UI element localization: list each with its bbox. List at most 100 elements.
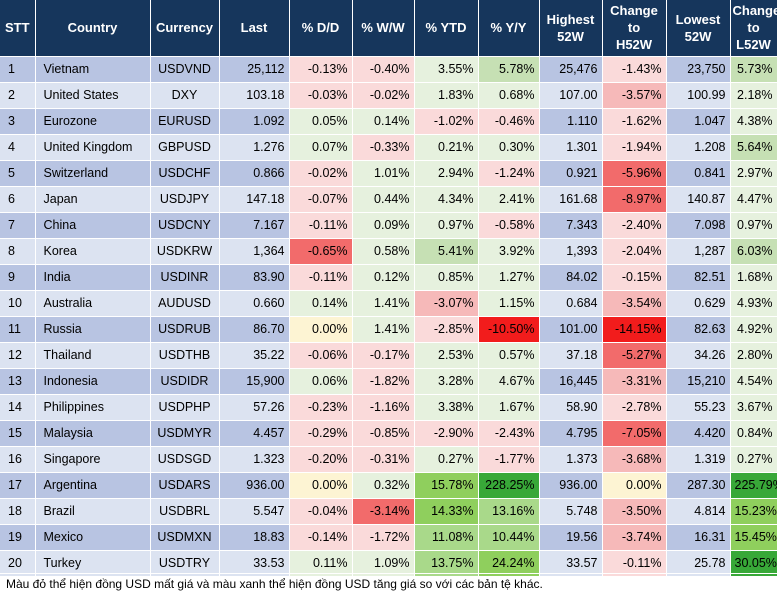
pct-yy-cell: 4.67% <box>478 368 540 395</box>
pct-yy-cell: -0.58% <box>478 212 540 239</box>
pct-ytd-cell: -3.07% <box>414 290 479 317</box>
pct-dd-cell: 0.07% <box>289 134 353 161</box>
table-body: 1 Vietnam USDVND 25,112 -0.13% -0.40% 3.55% 5.7… <box>0 56 777 577</box>
stt-cell: 20 <box>0 550 36 577</box>
header-stt: STT <box>0 0 36 57</box>
country-cell: Korea <box>35 238 151 265</box>
currency-cell: USDTRY <box>150 550 220 577</box>
pct-dd-cell: -0.65% <box>289 238 353 265</box>
stt-cell: 11 <box>0 316 36 343</box>
pct-ytd-cell: 13.75% <box>414 550 479 577</box>
stt-cell: 12 <box>0 342 36 369</box>
pct-dd-cell: 0.00% <box>289 472 353 499</box>
change-l52w-cell: 4.92% <box>730 316 777 343</box>
change-l52w-cell: 2.80% <box>730 342 777 369</box>
lowest-52w-cell: 55.23 <box>666 394 731 421</box>
change-h52w-cell: -3.74% <box>602 524 667 551</box>
header-ww: % W/W <box>352 0 415 57</box>
lowest-52w-cell: 82.51 <box>666 264 731 291</box>
pct-ww-cell: 1.09% <box>352 550 415 577</box>
last-cell: 18.83 <box>219 524 290 551</box>
pct-yy-cell: 0.57% <box>478 342 540 369</box>
change-h52w-cell: -14.15% <box>602 316 667 343</box>
table-row: 7 China USDCNY 7.167 -0.11% 0.09% 0.97% -0.58% 7… <box>0 212 777 239</box>
last-cell: 103.18 <box>219 82 290 109</box>
country-cell: Mexico <box>35 524 151 551</box>
change-l52w-cell: 15.23% <box>730 498 777 525</box>
currency-cell: USDMYR <box>150 420 220 447</box>
stt-cell: 3 <box>0 108 36 135</box>
table-row: 13 Indonesia USDIDR 15,900 0.06% -1.82% 3.28% 4… <box>0 368 777 395</box>
pct-yy-cell: 1.15% <box>478 290 540 317</box>
pct-dd-cell: -0.20% <box>289 446 353 473</box>
last-cell: 57.26 <box>219 394 290 421</box>
change-l52w-cell: 2.97% <box>730 160 777 187</box>
lowest-52w-cell: 140.87 <box>666 186 731 213</box>
country-cell: Argentina <box>35 472 151 499</box>
highest-52w-cell: 58.90 <box>539 394 603 421</box>
pct-dd-cell: -0.11% <box>289 264 353 291</box>
pct-ytd-cell: 2.53% <box>414 342 479 369</box>
pct-dd-cell: -0.11% <box>289 212 353 239</box>
currency-cell: GBPUSD <box>150 134 220 161</box>
highest-52w-cell: 101.00 <box>539 316 603 343</box>
pct-yy-cell: 0.68% <box>478 82 540 109</box>
currency-cell: USDCNY <box>150 212 220 239</box>
lowest-52w-cell: 1.208 <box>666 134 731 161</box>
header-highest-52w: Highest 52W <box>539 0 603 57</box>
header-country: Country <box>35 0 151 57</box>
pct-ww-cell: -1.82% <box>352 368 415 395</box>
header-lowest-52w: Lowest 52W <box>666 0 731 57</box>
pct-dd-cell: 0.05% <box>289 108 353 135</box>
pct-ww-cell: 0.12% <box>352 264 415 291</box>
change-l52w-cell: 4.93% <box>730 290 777 317</box>
pct-dd-cell: 0.11% <box>289 550 353 577</box>
country-cell: India <box>35 264 151 291</box>
footnote: Màu đỏ thể hiện đồng USD mất giá và màu … <box>6 577 543 591</box>
table-row: 10 Australia AUDUSD 0.660 0.14% 1.41% -3.07% 1.… <box>0 290 777 317</box>
pct-yy-cell: -10.50% <box>478 316 540 343</box>
table-row: 19 Mexico USDMXN 18.83 -0.14% -1.72% 11.08% 10.… <box>0 524 777 551</box>
header-ytd: % YTD <box>414 0 479 57</box>
currency-cell: USDPHP <box>150 394 220 421</box>
change-l52w-cell: 5.73% <box>730 56 777 83</box>
last-cell: 936.00 <box>219 472 290 499</box>
currency-cell: USDJPY <box>150 186 220 213</box>
change-l52w-cell: 6.03% <box>730 238 777 265</box>
pct-ytd-cell: -2.90% <box>414 420 479 447</box>
last-cell: 147.18 <box>219 186 290 213</box>
pct-dd-cell: -0.03% <box>289 82 353 109</box>
pct-ww-cell: -0.17% <box>352 342 415 369</box>
country-cell: Eurozone <box>35 108 151 135</box>
last-cell: 1.276 <box>219 134 290 161</box>
change-h52w-cell: -5.27% <box>602 342 667 369</box>
last-cell: 1,364 <box>219 238 290 265</box>
lowest-52w-cell: 82.63 <box>666 316 731 343</box>
country-cell: Russia <box>35 316 151 343</box>
pct-dd-cell: 0.14% <box>289 290 353 317</box>
pct-yy-cell: 10.44% <box>478 524 540 551</box>
table-row: 1 Vietnam USDVND 25,112 -0.13% -0.40% 3.55% 5.7… <box>0 56 777 83</box>
highest-52w-cell: 33.57 <box>539 550 603 577</box>
country-cell: United States <box>35 82 151 109</box>
change-l52w-cell: 4.47% <box>730 186 777 213</box>
currency-cell: USDIDR <box>150 368 220 395</box>
fx-table: STT Country Currency Last% D/D% W/W% YTD% Y… <box>0 0 777 577</box>
currency-cell: USDCHF <box>150 160 220 187</box>
pct-ww-cell: 1.41% <box>352 290 415 317</box>
pct-ww-cell: -0.33% <box>352 134 415 161</box>
header-change-l52w: Change to L52W <box>730 0 777 57</box>
currency-cell: USDSGD <box>150 446 220 473</box>
country-cell: Malaysia <box>35 420 151 447</box>
currency-cell: USDBRL <box>150 498 220 525</box>
table-row: 6 Japan USDJPY 147.18 -0.07% 0.44% 4.34% 2.41% 1… <box>0 186 777 213</box>
table-row: 12 Thailand USDTHB 35.22 -0.06% -0.17% 2.53% 0.… <box>0 342 777 369</box>
pct-dd-cell: -0.14% <box>289 524 353 551</box>
pct-ww-cell: -1.16% <box>352 394 415 421</box>
pct-yy-cell: -0.46% <box>478 108 540 135</box>
pct-ww-cell: 1.41% <box>352 316 415 343</box>
pct-dd-cell: -0.06% <box>289 342 353 369</box>
change-l52w-cell: 0.84% <box>730 420 777 447</box>
change-l52w-cell: 15.45% <box>730 524 777 551</box>
stt-cell: 16 <box>0 446 36 473</box>
